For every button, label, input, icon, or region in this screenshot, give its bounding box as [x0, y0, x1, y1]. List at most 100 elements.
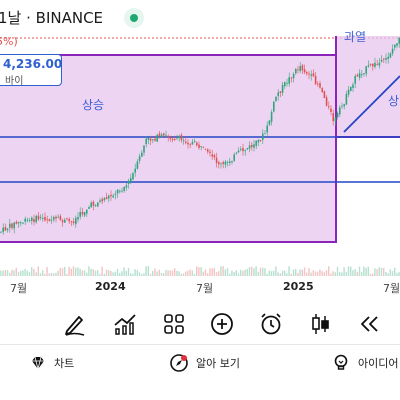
candlestick-icon[interactable]	[307, 311, 333, 337]
volume-bar	[50, 272, 53, 276]
volume-bar	[174, 268, 176, 276]
rewind-icon[interactable]	[356, 311, 382, 337]
volume-bar	[138, 272, 141, 276]
volume-bar	[347, 266, 350, 276]
volume-bar	[66, 273, 68, 276]
volume-bar	[116, 269, 119, 276]
alarm-clock-icon[interactable]	[258, 311, 284, 337]
candle-body	[138, 156, 141, 161]
candle-body	[46, 219, 48, 221]
candle-body	[57, 217, 59, 219]
volume-bar	[200, 267, 202, 276]
volume-bar	[185, 271, 187, 276]
candle-body	[160, 134, 163, 138]
candlestick-series	[0, 37, 400, 235]
volume-bar	[231, 270, 233, 276]
volume-bar	[363, 266, 365, 276]
candle-body	[165, 134, 167, 136]
candle-body	[374, 62, 376, 67]
candle-body	[174, 139, 176, 141]
candle-body	[127, 180, 130, 184]
nav-item-ideas[interactable]: 아이디어	[332, 354, 398, 372]
candle-body	[240, 149, 242, 150]
candle-body	[233, 154, 235, 161]
diamond-icon	[32, 356, 44, 370]
trend-line[interactable]	[343, 75, 400, 133]
volume-bar	[130, 273, 132, 276]
candle-body	[53, 217, 55, 220]
candle-body	[222, 162, 224, 164]
candle-body	[376, 64, 378, 65]
volume-bar	[59, 267, 61, 276]
candle-body	[152, 139, 154, 141]
candle-body	[257, 139, 260, 143]
candle-body	[202, 146, 205, 148]
bottom-nav: 차트 알아 보기 아이디어	[0, 346, 400, 380]
candle-body	[94, 205, 97, 206]
candle-body	[196, 142, 198, 146]
volume-bar	[387, 273, 389, 276]
overheat-label[interactable]: 과열	[344, 30, 367, 44]
rise-zone-box[interactable]	[0, 54, 337, 243]
candle-body	[132, 173, 134, 180]
volume-bar	[57, 270, 59, 276]
volume-bar	[176, 270, 178, 276]
volume-bar	[383, 267, 385, 276]
grid-icon[interactable]	[161, 311, 187, 337]
volume-bar	[380, 267, 383, 276]
price-tag[interactable]: 4,236.00 바이	[0, 54, 62, 87]
candle-body	[266, 125, 268, 133]
candle-body	[191, 142, 194, 145]
rise-label-left[interactable]: 상승	[82, 98, 105, 112]
volume-bar	[202, 271, 204, 276]
candle-body	[156, 134, 158, 142]
volume-bar	[68, 266, 70, 276]
candle-body	[339, 107, 341, 115]
volume-bar	[149, 273, 152, 276]
candle-body	[286, 82, 288, 84]
nav-label: 아이디어	[358, 357, 399, 370]
candle-body	[224, 161, 227, 165]
volume-bar	[191, 270, 193, 276]
volume-bar	[125, 270, 127, 276]
volume-bar	[251, 266, 253, 276]
volume-bar	[15, 267, 17, 276]
candle-body	[325, 97, 328, 106]
nav-item-chart[interactable]: 차트	[30, 354, 74, 372]
candle-body	[17, 222, 20, 224]
volume-bar	[112, 272, 114, 276]
candle-body	[116, 189, 119, 194]
candle-body	[163, 133, 165, 136]
candle-body	[345, 93, 348, 105]
volume-bar	[268, 270, 270, 276]
toolbar-divider	[0, 344, 400, 345]
candle-body	[235, 152, 238, 154]
price-tag-exchange: 바이	[5, 76, 24, 87]
pen-icon[interactable]	[62, 311, 88, 337]
volume-bar	[332, 271, 334, 276]
candle-body	[15, 221, 18, 224]
volume-bar	[396, 272, 398, 276]
drawing-toolbar	[0, 305, 400, 345]
volume-bar	[152, 271, 154, 276]
candle-body	[68, 219, 70, 222]
candle-body	[246, 148, 249, 150]
volume-bar	[79, 268, 81, 276]
volume-bar	[178, 271, 180, 276]
bulb-icon	[334, 354, 348, 370]
candle-body	[24, 218, 26, 222]
nav-item-explore[interactable]: 알아 보기	[170, 354, 240, 372]
price-chart[interactable]	[0, 36, 400, 300]
indicators-icon[interactable]	[112, 311, 138, 337]
volume-bar	[317, 271, 319, 276]
candle-body	[145, 138, 147, 145]
add-icon[interactable]	[209, 311, 235, 337]
volume-bar	[237, 273, 240, 276]
volume-bar	[61, 268, 64, 276]
candle-body	[354, 76, 356, 84]
candle-body	[35, 216, 37, 223]
symbol-title[interactable]: 1날 · BINANCE	[0, 9, 104, 27]
volume-bar	[301, 269, 303, 276]
rise-label-right[interactable]: 상	[388, 94, 400, 108]
candle-body	[284, 82, 286, 87]
